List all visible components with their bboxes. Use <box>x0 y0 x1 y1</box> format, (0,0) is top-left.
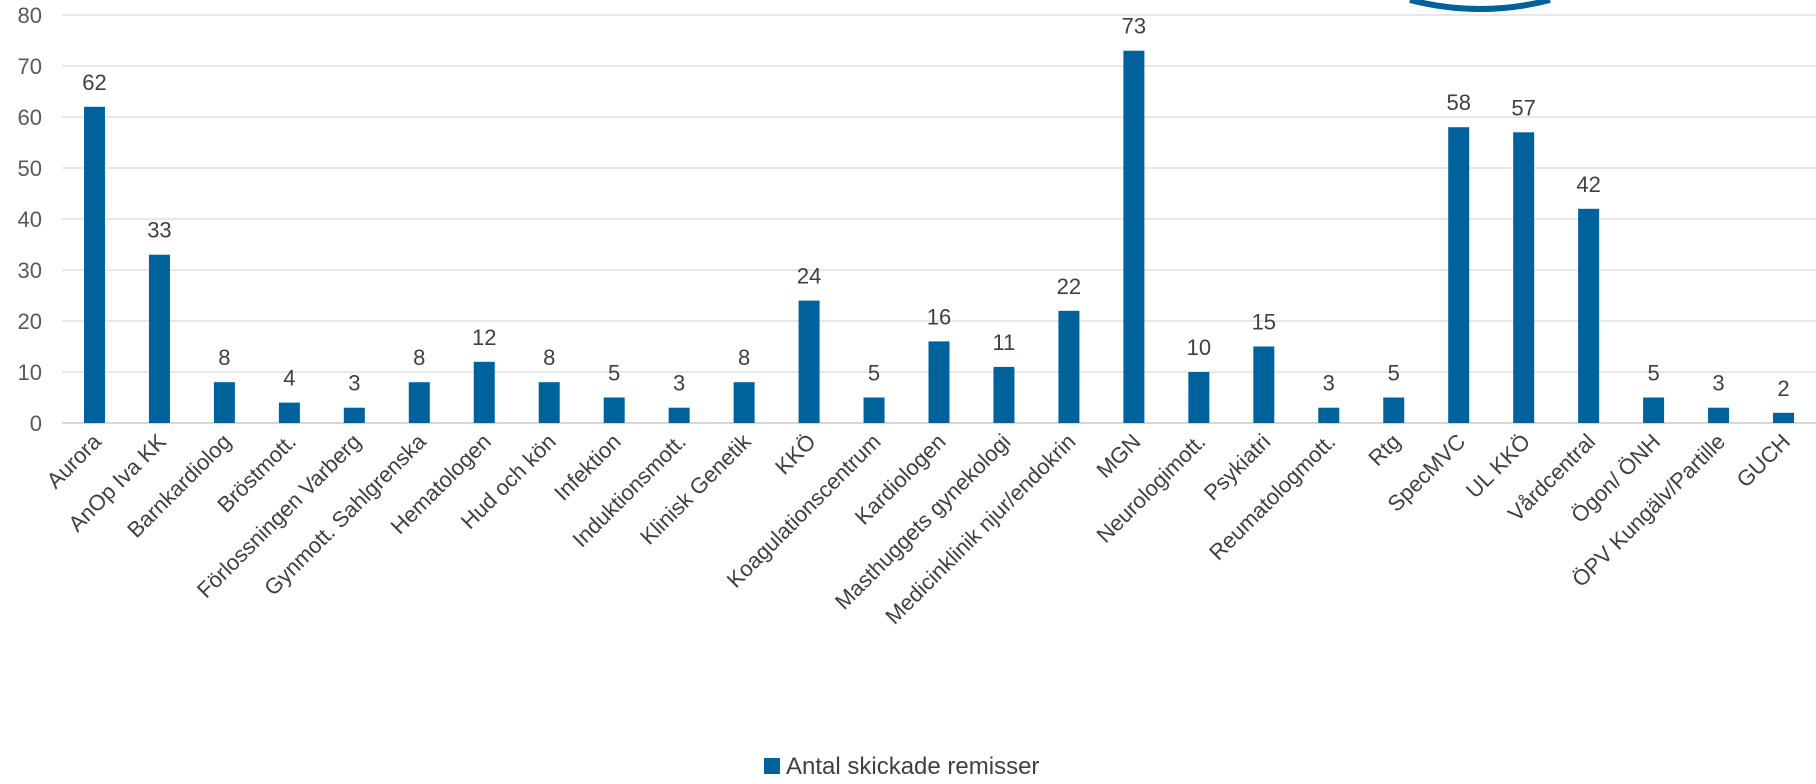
data-label: 42 <box>1576 172 1600 197</box>
y-axis-ticks: 0 10 20 30 40 50 60 70 80 <box>18 3 42 436</box>
y-tick-label: 0 <box>30 411 42 436</box>
data-label: 8 <box>413 345 425 370</box>
data-label: 10 <box>1187 335 1211 360</box>
data-label: 22 <box>1057 274 1081 299</box>
y-tick-label: 10 <box>18 360 42 385</box>
data-label: 3 <box>1323 371 1335 396</box>
category-label: MGN <box>1091 429 1145 483</box>
bar <box>1773 412 1795 423</box>
bar <box>1318 407 1340 423</box>
bar <box>733 382 755 423</box>
data-label: 15 <box>1252 310 1276 335</box>
data-label: 5 <box>868 361 880 386</box>
legend-label: Antal skickade remisser <box>786 753 1039 780</box>
category-label: Aurora <box>42 428 107 493</box>
y-tick-label: 50 <box>18 156 42 181</box>
bars <box>83 50 1795 424</box>
data-label: 2 <box>1777 376 1789 401</box>
bar <box>148 254 170 423</box>
bar <box>213 382 235 423</box>
category-label: Klinisk Genetik <box>635 428 756 549</box>
data-label: 5 <box>608 361 620 386</box>
legend: Antal skickade remisser <box>764 753 1039 780</box>
bar <box>1253 346 1275 423</box>
data-label: 62 <box>82 70 106 95</box>
bar <box>798 300 820 423</box>
data-label: 5 <box>1647 361 1659 386</box>
y-tick-label: 70 <box>18 54 42 79</box>
bar <box>408 382 430 423</box>
data-labels: 62 33 8 4 3 8 12 8 5 3 8 24 5 16 11 22 73 10 15 3 5 58 57 42 5 3 2 <box>82 14 1789 401</box>
bar <box>993 366 1015 423</box>
bar <box>1383 397 1405 423</box>
data-label: 3 <box>348 371 360 396</box>
y-tick-label: 30 <box>18 258 42 283</box>
data-label: 8 <box>218 345 230 370</box>
bar <box>1448 127 1470 423</box>
bar <box>1188 372 1210 423</box>
data-label: 16 <box>927 304 951 329</box>
logo-arc <box>1409 0 1551 12</box>
bar <box>863 397 885 423</box>
legend-swatch <box>764 758 780 774</box>
data-label: 24 <box>797 264 821 289</box>
y-tick-label: 20 <box>18 309 42 334</box>
data-label: 8 <box>738 345 750 370</box>
bar <box>278 402 300 423</box>
data-label: 33 <box>147 218 171 243</box>
data-label: 4 <box>283 366 295 391</box>
data-label: 73 <box>1122 14 1146 39</box>
bar <box>928 341 950 423</box>
y-tick-label: 60 <box>18 105 42 130</box>
bar <box>603 397 625 423</box>
bar <box>473 361 495 423</box>
category-label: Rtg <box>1363 429 1405 471</box>
data-label: 8 <box>543 345 555 370</box>
bar <box>1513 132 1535 424</box>
data-label: 3 <box>673 371 685 396</box>
bar <box>1058 310 1080 423</box>
bar <box>538 382 560 423</box>
data-label: 58 <box>1446 90 1470 115</box>
y-tick-label: 40 <box>18 207 42 232</box>
category-label: Induktionsmott. <box>568 429 691 552</box>
bar <box>1578 208 1600 423</box>
bar <box>83 106 105 424</box>
data-label: 57 <box>1511 95 1535 120</box>
data-label: 5 <box>1388 361 1400 386</box>
bar <box>668 407 690 423</box>
bar <box>1123 50 1145 423</box>
bar <box>1708 407 1730 423</box>
data-label: 11 <box>993 330 1016 355</box>
logo-fragment <box>1409 0 1551 12</box>
category-label: KKÖ <box>770 429 821 480</box>
bar <box>1643 397 1665 423</box>
data-label: 3 <box>1712 371 1724 396</box>
bar <box>343 407 365 423</box>
y-tick-label: 80 <box>18 3 42 28</box>
category-label: GUCH <box>1732 429 1795 492</box>
data-label: 12 <box>472 325 496 350</box>
gridlines <box>62 14 1816 424</box>
